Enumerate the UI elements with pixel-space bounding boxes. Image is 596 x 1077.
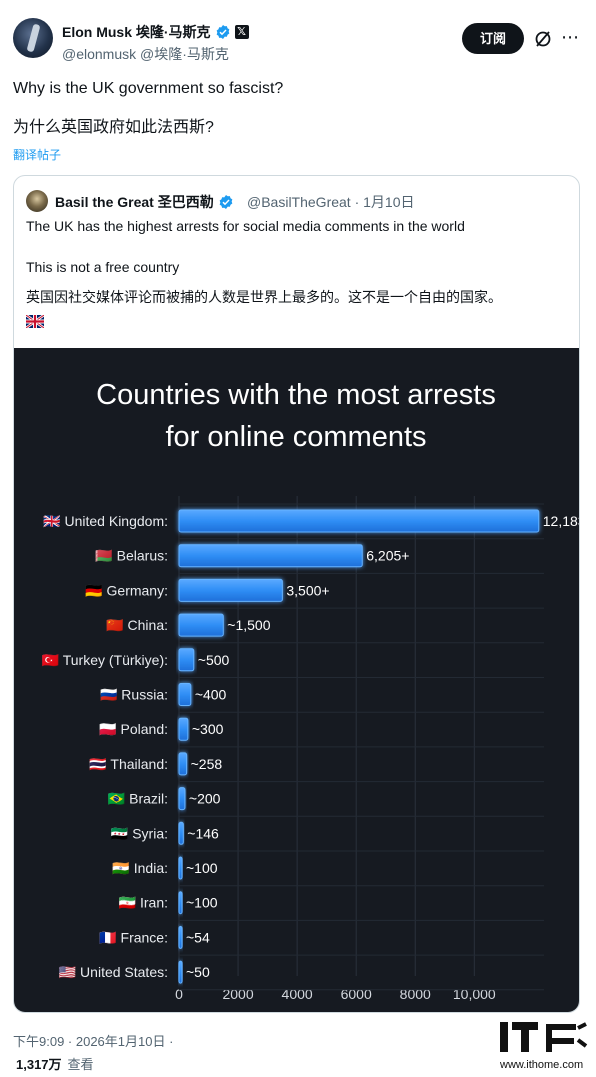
category-label: 🇧🇷 Brazil: xyxy=(108,791,168,807)
bar-value-label: ~1,500 xyxy=(227,617,270,633)
chart-title-line: Countries with the most arrests xyxy=(96,379,496,411)
category-label: 🇹🇭 Thailand: xyxy=(89,756,168,772)
category-label: 🇧🇾 Belarus: xyxy=(95,548,168,564)
verified-badge-icon xyxy=(216,25,229,39)
arrests-bar-chart: Countries with the most arrests for onlin… xyxy=(42,379,579,1002)
quoted-author-name-row[interactable]: Basil the Great 圣巴西勒 xyxy=(55,192,234,212)
chart-bar xyxy=(178,856,183,880)
bar-value-label: ~300 xyxy=(192,721,224,737)
bar-value-label: ~100 xyxy=(186,895,218,911)
bar-value-label: ~258 xyxy=(191,756,223,772)
chart-bar xyxy=(178,613,224,637)
x-tick-label: 0 xyxy=(175,986,183,1002)
ithome-watermark-logo: www.ithome.com xyxy=(499,1022,588,1071)
chart-image[interactable]: Countries with the most arrests for onlin… xyxy=(14,348,579,1012)
bar-value-label: ~54 xyxy=(186,929,210,945)
uk-flag-icon xyxy=(26,315,44,328)
bar-value-label: 6,205+ xyxy=(366,548,409,564)
translate-post-link[interactable]: 翻译帖子 xyxy=(13,148,62,162)
views-number: 1,317万 xyxy=(16,1057,62,1072)
more-options-icon[interactable]: ⋯ xyxy=(561,27,579,47)
category-label: 🇺🇸 United States: xyxy=(59,964,168,980)
category-label: 🇮🇳 India: xyxy=(112,860,168,876)
category-label: 🇷🇺 Russia: xyxy=(100,687,168,703)
author-avatar[interactable] xyxy=(13,18,53,58)
verified-badge-icon xyxy=(219,195,233,209)
bar-value-label: 3,500+ xyxy=(286,582,329,598)
chart-bar xyxy=(178,891,183,915)
chart-bar xyxy=(178,960,183,984)
author-name[interactable]: Elon Musk 埃隆·马斯克 xyxy=(62,24,211,40)
grok-icon[interactable] xyxy=(533,29,553,49)
x-affiliation-icon: 𝕏 xyxy=(234,25,249,39)
chart-bar xyxy=(178,925,183,949)
quoted-author-avatar[interactable] xyxy=(26,190,48,212)
chart-title-line: for online comments xyxy=(165,421,426,453)
author-name-row[interactable]: Elon Musk 埃隆·马斯克 𝕏 xyxy=(62,22,249,42)
x-tick-label: 10,000 xyxy=(453,986,496,1002)
category-label: 🇵🇱 Poland: xyxy=(99,721,168,737)
x-tick-label: 2000 xyxy=(222,986,253,1002)
subscribe-button[interactable]: 订阅 xyxy=(462,23,524,54)
chart-bar xyxy=(178,648,195,672)
chart-bar xyxy=(178,578,283,602)
bar-value-label: ~500 xyxy=(198,652,230,668)
bar-value-label: ~50 xyxy=(186,964,210,980)
category-label: 🇮🇷 Iran: xyxy=(119,895,168,911)
category-label: 🇬🇧 United Kingdom: xyxy=(43,513,168,529)
x-tick-label: 6000 xyxy=(341,986,372,1002)
quoted-text-line: This is not a free country xyxy=(26,259,180,275)
category-label: 🇨🇳 China: xyxy=(106,617,168,633)
chart-bar xyxy=(178,752,188,776)
post-text-en: Why is the UK government so fascist? xyxy=(13,80,284,97)
watermark-url: www.ithome.com xyxy=(499,1059,583,1071)
bar-value-label: ~100 xyxy=(186,860,218,876)
quoted-text-line: The UK has the highest arrests for socia… xyxy=(26,218,465,234)
category-label: 🇸🇾 Syria: xyxy=(111,825,168,841)
views-label: 查看 xyxy=(67,1057,94,1072)
chart-bar xyxy=(178,787,186,811)
category-label: 🇩🇪 Germany: xyxy=(85,582,168,598)
category-label: 🇫🇷 France: xyxy=(99,929,168,945)
x-tick-label: 4000 xyxy=(282,986,313,1002)
category-label: 🇹🇷 Turkey (Türkiye): xyxy=(42,652,168,668)
bar-value-label: ~400 xyxy=(195,687,227,703)
author-handle[interactable]: @elonmusk @埃隆·马斯克 xyxy=(62,46,229,62)
chart-bar xyxy=(178,509,540,533)
chart-bar xyxy=(178,717,189,741)
chart-bar xyxy=(178,544,363,568)
chart-bar xyxy=(178,683,192,706)
quoted-author-meta[interactable]: @BasilTheGreat · 1月10日 xyxy=(247,194,415,210)
quoted-post[interactable]: Basil the Great 圣巴西勒 @BasilTheGreat · 1月… xyxy=(13,175,580,1013)
quoted-author-name[interactable]: Basil the Great 圣巴西勒 xyxy=(55,194,214,210)
bar-value-label: 12,183+ xyxy=(543,513,579,529)
post-timestamp[interactable]: 下午9:09 · 2026年1月10日 · xyxy=(13,1034,174,1049)
bar-value-label: ~200 xyxy=(189,791,221,807)
chart-bar xyxy=(178,821,184,845)
views-count[interactable]: 1,317万 查看 xyxy=(16,1054,94,1073)
bar-value-label: ~146 xyxy=(187,825,219,841)
quoted-text-line: 英国因社交媒体评论而被捕的人数是世界上最多的。这不是一个自由的国家。 xyxy=(26,289,502,305)
post-text-zh: 为什么英国政府如此法西斯? xyxy=(13,119,214,136)
x-tick-label: 8000 xyxy=(400,986,431,1002)
